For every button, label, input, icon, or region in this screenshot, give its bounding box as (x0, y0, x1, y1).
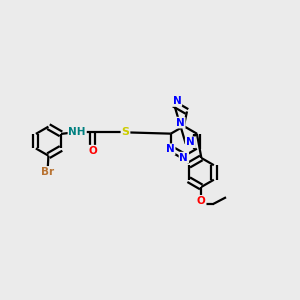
Text: N: N (179, 153, 188, 163)
Text: NH: NH (68, 127, 86, 137)
Text: S: S (122, 128, 130, 137)
Text: O: O (88, 146, 97, 156)
Text: N: N (166, 144, 175, 154)
Text: O: O (197, 196, 206, 206)
Text: N: N (186, 137, 194, 147)
Text: Br: Br (41, 167, 54, 177)
Text: N: N (176, 118, 185, 128)
Text: N: N (172, 96, 181, 106)
